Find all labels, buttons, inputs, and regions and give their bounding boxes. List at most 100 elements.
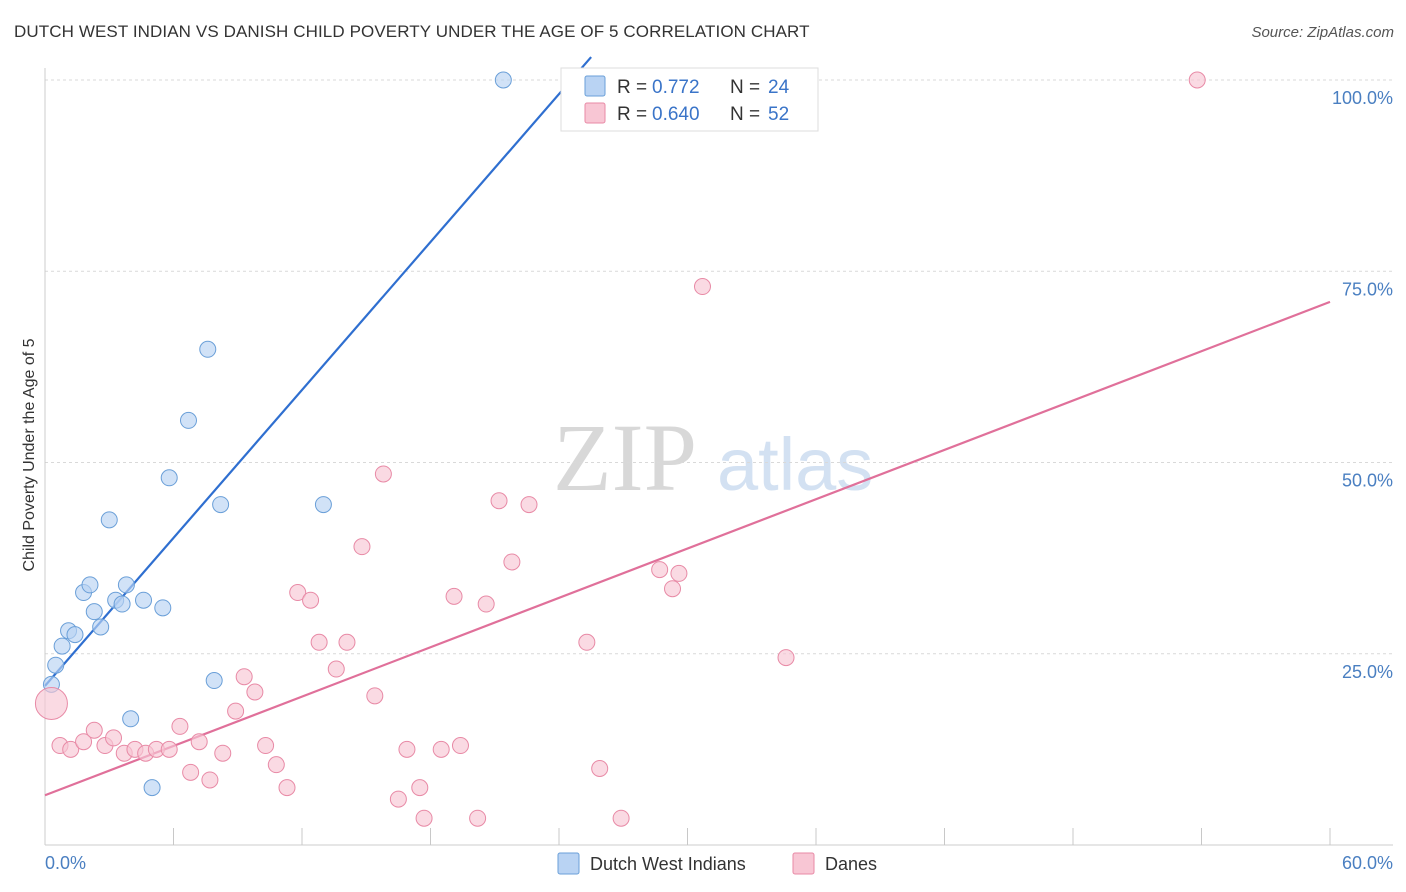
data-point-pink — [85, 721, 103, 739]
data-point-blue — [143, 779, 161, 797]
data-point-blue — [154, 599, 172, 617]
data-point-pink — [578, 633, 596, 651]
data-point-pink — [289, 584, 307, 602]
data-point-pink — [651, 561, 669, 579]
data-point-blue — [85, 603, 103, 621]
data-point-blue — [314, 496, 332, 514]
legend-r-value-dutch: 0.772 — [652, 77, 700, 98]
data-point-pink — [278, 779, 296, 797]
data-point-pink — [257, 737, 275, 755]
data-point-blue — [179, 411, 197, 429]
legend-r-value-danes: 0.640 — [652, 104, 700, 125]
data-point-pink — [246, 683, 264, 701]
y-tick-label: 25.0% — [1342, 662, 1393, 682]
data-point-blue — [494, 71, 512, 89]
data-point-blue — [135, 591, 153, 609]
tick-labels: 25.0% 50.0% 75.0% 100.0% 0.0% 60.0% — [45, 88, 1393, 873]
bottom-legend-swatch-danes — [792, 852, 815, 875]
data-point-pink — [389, 790, 407, 808]
data-point-pink — [338, 633, 356, 651]
data-point-pink — [777, 649, 795, 667]
data-point-pink — [302, 591, 320, 609]
legend-n-value-dutch: 24 — [768, 77, 790, 98]
data-point-pink — [62, 740, 80, 758]
data-point-pink — [469, 809, 487, 827]
source-credit: Source: ZipAtlas.com — [1251, 24, 1394, 41]
data-point-pink — [190, 733, 208, 751]
data-point-pink — [353, 538, 371, 556]
data-point-pink — [235, 668, 253, 686]
watermark-atlas: atlas — [717, 423, 873, 506]
data-point-pink — [214, 744, 232, 762]
data-point-blue — [117, 576, 135, 594]
data-point-pink — [451, 737, 469, 755]
legend-swatch-danes — [584, 102, 606, 124]
data-point-pink — [415, 809, 433, 827]
data-point-pink — [366, 687, 384, 705]
data-point-pink — [503, 553, 521, 571]
trend-line-pink — [44, 300, 1331, 797]
data-point-pink — [612, 809, 630, 827]
data-point-pink — [310, 633, 328, 651]
data-point-blue — [212, 496, 230, 514]
data-point-pink — [398, 740, 416, 758]
gridlines — [45, 79, 1393, 655]
data-point-pink — [490, 492, 508, 510]
data-point-pink — [374, 465, 392, 483]
correlation-legend: R = 0.772 N = 24 R = 0.640 N = 52 — [560, 67, 819, 132]
data-point-blue — [53, 637, 71, 655]
legend-swatch-dutch — [584, 75, 606, 97]
data-point-blue — [100, 511, 118, 529]
watermark-zip: ZIP — [553, 404, 697, 511]
data-point-blue — [205, 672, 223, 690]
data-point-pink — [267, 756, 285, 774]
y-tick-label: 50.0% — [1342, 471, 1393, 491]
legend-n-label-dutch: N = — [730, 77, 760, 98]
data-point-pink — [693, 278, 711, 296]
data-point-pink — [105, 729, 123, 747]
data-point-pink — [182, 763, 200, 781]
trend-line-blue — [44, 56, 592, 687]
y-tick-label: 75.0% — [1342, 279, 1393, 299]
data-point-blue — [47, 656, 65, 674]
trend-lines — [44, 56, 1331, 797]
legend-n-value-danes: 52 — [768, 104, 789, 125]
data-point-pink — [432, 740, 450, 758]
data-point-pink — [664, 580, 682, 598]
legend-n-label-danes: N = — [730, 104, 760, 125]
data-point-blue — [113, 595, 131, 613]
data-point-pink — [1188, 71, 1206, 89]
bottom-legend-label-dutch: Dutch West Indians — [590, 854, 746, 874]
watermark: ZIP atlas — [553, 404, 873, 511]
data-point-pink — [445, 587, 463, 605]
data-points — [34, 71, 1206, 827]
data-point-blue — [160, 469, 178, 487]
data-point-pink — [160, 740, 178, 758]
series-legend: Dutch West Indians Danes — [557, 852, 877, 875]
chart-title: DUTCH WEST INDIAN VS DANISH CHILD POVERT… — [14, 22, 810, 41]
data-point-pink — [171, 717, 189, 735]
data-point-pink — [34, 686, 68, 720]
data-point-pink — [670, 564, 688, 582]
data-point-blue — [199, 340, 217, 358]
bottom-legend-swatch-dutch — [557, 852, 580, 875]
data-point-pink — [477, 595, 495, 613]
y-tick-label: 100.0% — [1332, 88, 1393, 108]
data-point-pink — [411, 779, 429, 797]
x-tick-label: 60.0% — [1342, 853, 1393, 873]
data-point-pink — [227, 702, 245, 720]
data-point-blue — [92, 618, 110, 636]
data-point-blue — [81, 576, 99, 594]
data-point-pink — [591, 760, 609, 777]
data-point-pink — [520, 496, 538, 514]
y-axis-label: Child Poverty Under the Age of 5 — [21, 338, 38, 571]
legend-r-label-dutch: R = — [617, 77, 647, 98]
data-point-pink — [75, 733, 93, 751]
x-tick-label: 0.0% — [45, 853, 86, 873]
data-point-pink — [201, 771, 219, 789]
bottom-legend-label-danes: Danes — [825, 854, 877, 874]
data-point-blue — [122, 710, 140, 728]
data-point-pink — [327, 660, 345, 678]
legend-r-label-danes: R = — [617, 104, 647, 125]
